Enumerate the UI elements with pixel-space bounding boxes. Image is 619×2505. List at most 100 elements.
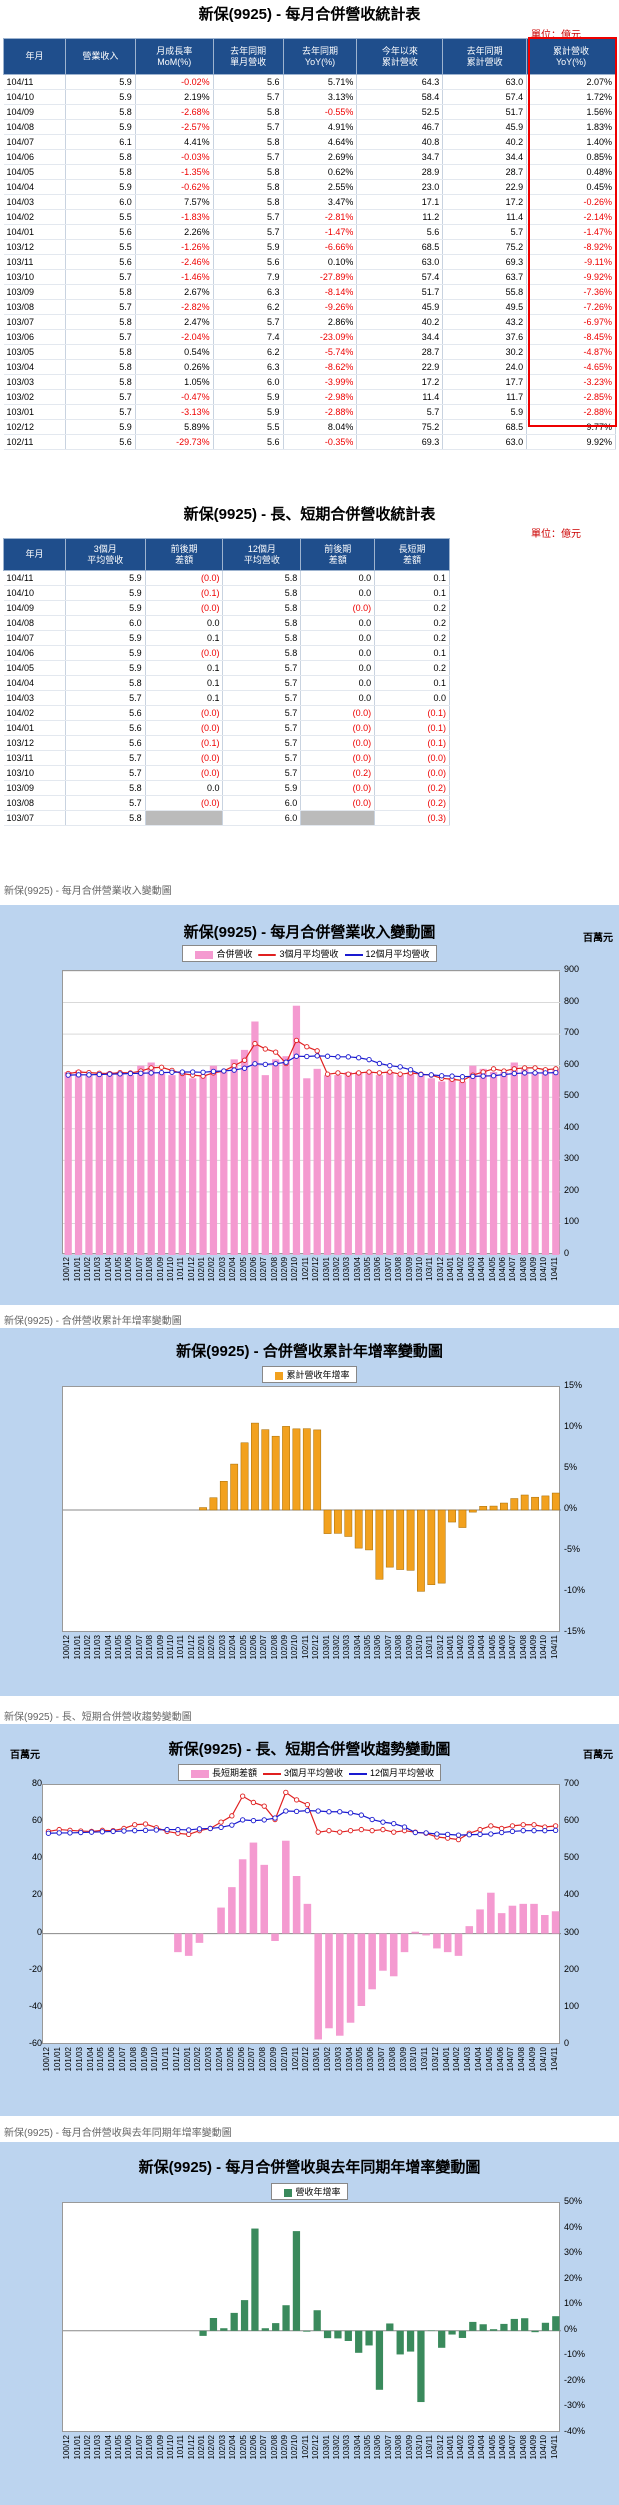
line-point xyxy=(142,1821,149,1827)
x-tick-label: 101/06 xyxy=(124,1257,134,1282)
table-cell: (0.0) xyxy=(300,780,376,796)
bar xyxy=(344,1509,353,1537)
line-point xyxy=(200,1069,206,1075)
table-cell: -8.62% xyxy=(283,359,358,375)
line-point xyxy=(459,1074,466,1080)
x-tick-label: 102/01 xyxy=(182,2047,192,2072)
line-point xyxy=(132,1828,138,1834)
line-point xyxy=(369,1828,375,1834)
y-tick-label: -40 xyxy=(28,2000,42,2011)
y2-tick-label: 200 xyxy=(564,1963,580,1974)
line-point xyxy=(304,1802,311,1808)
table-cell: 0.0 xyxy=(374,690,450,706)
x-tick-label: 101/03 xyxy=(93,2435,103,2460)
column-header: 月成長率 MoM(%) xyxy=(134,38,214,75)
table-cell: 5.9 xyxy=(65,419,136,435)
table-cell: 5.7 xyxy=(65,795,146,811)
y-tick-label: 40 xyxy=(31,1852,42,1863)
table-row: 104/09 5.8 -2.68% 5.8 -0.55% 52.5 51.7 1.56% xyxy=(3,104,616,120)
table-cell: -2.98% xyxy=(283,389,358,405)
x-tick-label: 104/08 xyxy=(518,2435,528,2460)
bar xyxy=(126,1075,135,1255)
table-cell: 69.3 xyxy=(442,254,528,270)
table-cell: 104/11 xyxy=(3,570,66,586)
table-cell: 104/03 xyxy=(3,194,66,210)
x-tick-label: 102/05 xyxy=(225,2047,235,2072)
table-cell: 1.05% xyxy=(135,374,214,390)
bar xyxy=(521,2318,529,2331)
bar xyxy=(541,1915,549,1934)
line-point xyxy=(283,1808,289,1814)
column-header: 去年同期 累計營收 xyxy=(442,38,528,75)
table-cell: (0.0) xyxy=(145,570,224,586)
line-point xyxy=(532,1070,538,1076)
table-cell: 49.5 xyxy=(442,299,528,315)
line-point xyxy=(86,1072,92,1078)
table-cell: 103/09 xyxy=(3,284,66,300)
x-tick-label: 103/07 xyxy=(383,1635,393,1660)
table-cell: 5.8 xyxy=(65,810,146,826)
line-point xyxy=(380,1819,386,1825)
table-row: 103/12 5.6 (0.1) 5.7 (0.0) (0.1) xyxy=(3,735,450,751)
table-row: 103/09 5.8 0.0 5.9 (0.0) (0.2) xyxy=(3,780,450,796)
table-cell: 5.8 xyxy=(65,780,146,796)
bar xyxy=(386,2323,394,2331)
table-cell: 0.1 xyxy=(374,645,450,661)
bar xyxy=(437,1509,446,1584)
legend-label: 營收年增率 xyxy=(295,2187,341,2197)
x-tick-label: 103/09 xyxy=(398,2047,408,2072)
table-cell: 2.47% xyxy=(135,314,214,330)
x-tick-label: 101/02 xyxy=(63,2047,73,2072)
table-row: 104/07 6.1 4.41% 5.8 4.64% 40.8 40.2 1.40% xyxy=(3,134,616,150)
line-point xyxy=(434,1831,440,1837)
x-tick-label: 101/06 xyxy=(124,2435,134,2460)
table-row: 104/01 5.6 2.26% 5.7 -1.47% 5.6 5.7 -1.47% xyxy=(3,224,616,240)
line-point xyxy=(127,1070,134,1077)
table-cell: -0.35% xyxy=(283,434,358,450)
bar xyxy=(335,1933,344,2036)
x-tick-label: 102/08 xyxy=(258,2047,268,2072)
x-tick-label: 104/02 xyxy=(456,1257,466,1282)
x-tick-label: 104/05 xyxy=(487,1635,497,1660)
y-tick-label: 20% xyxy=(564,2272,583,2283)
bar xyxy=(521,1068,529,1255)
table-cell: 52.5 xyxy=(356,104,444,120)
x-tick-label: 104/07 xyxy=(508,1635,518,1660)
legend-label: 12個月平均營收 xyxy=(370,1768,435,1778)
bar xyxy=(406,1509,415,1571)
table-cell: 5.7 xyxy=(222,690,302,706)
x-tick-label: 102/09 xyxy=(280,1257,290,1282)
table-row: 104/04 5.9 -0.62% 5.8 2.55% 23.0 22.9 0.45% xyxy=(3,179,616,195)
table-cell: 5.6 xyxy=(356,224,444,240)
x-tick-label: 101/10 xyxy=(165,1257,175,1282)
bar xyxy=(219,1481,228,1511)
x-tick-label: 104/04 xyxy=(477,2435,487,2460)
plot-svg xyxy=(63,2228,561,2403)
table-cell: (0.0) xyxy=(145,795,224,811)
bar xyxy=(344,1071,352,1255)
x-tick-label: 102/02 xyxy=(193,2047,203,2072)
bar xyxy=(531,2330,539,2333)
bar xyxy=(220,2328,228,2331)
bar xyxy=(323,1509,332,1534)
x-tick-label: 104/10 xyxy=(539,1257,549,1282)
table-row: 103/10 5.7 -1.46% 7.9 -27.89% 57.4 63.7 -9.92% xyxy=(3,269,616,285)
chart-legend: 累計營收年增率 xyxy=(0,1366,619,1383)
table-cell: 4.41% xyxy=(135,134,214,150)
line-point xyxy=(449,1073,455,1079)
x-tick-label: 101/08 xyxy=(128,2047,138,2072)
unit-label: 百萬元 xyxy=(583,933,613,944)
table-cell: 5.9 xyxy=(213,404,284,420)
x-tick-label: 103/06 xyxy=(373,1257,383,1282)
table-row: 104/06 5.9 (0.0) 5.8 0.0 0.1 xyxy=(3,645,450,661)
x-tick-label: 102/03 xyxy=(217,1257,227,1282)
plot-svg xyxy=(43,1789,561,2040)
bar xyxy=(519,1903,528,1934)
table-cell: 17.7 xyxy=(442,374,528,390)
line-point xyxy=(439,1073,445,1079)
table-cell: 5.9 xyxy=(222,780,302,796)
x-tick-label: 104/04 xyxy=(474,2047,484,2072)
table-cell: 0.0 xyxy=(145,615,224,631)
x-tick-label: 101/11 xyxy=(176,2435,186,2459)
table-cell: 6.2 xyxy=(213,299,284,315)
